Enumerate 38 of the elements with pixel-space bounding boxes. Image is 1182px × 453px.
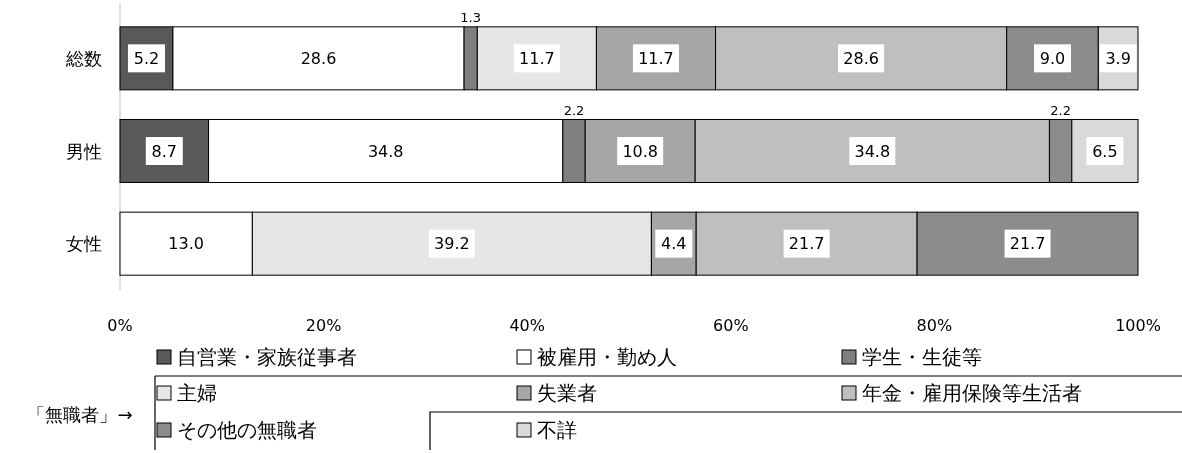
data-label: 21.7	[1009, 234, 1046, 254]
text: 「無職者」→	[27, 403, 133, 425]
data-label: 34.8	[854, 141, 891, 161]
data-label: 13.0	[168, 234, 204, 254]
data-label: 39.2	[434, 234, 470, 254]
data-label: 3.9	[1105, 48, 1131, 68]
data-label: 34.8	[367, 141, 404, 161]
data-label: 11.7	[519, 48, 555, 68]
y-tick-label: 女性	[66, 233, 102, 255]
legend-label: その他の無職者	[177, 418, 317, 442]
data-label: 10.8	[622, 141, 659, 161]
data-label: 8.7	[151, 141, 178, 161]
x-tick-label: 40%	[509, 315, 545, 335]
y-tick-label: 男性	[66, 140, 102, 162]
data-label: 28.6	[843, 48, 879, 68]
legend-label: 不詳	[537, 418, 577, 442]
data-label: 5.2	[133, 48, 160, 68]
x-tick-label: 80%	[916, 315, 953, 335]
data-label: 4.4	[661, 234, 687, 254]
legend-label: 年金・雇用保険等生活者	[862, 381, 1082, 405]
data-label: 28.6	[300, 48, 337, 68]
data-label: 6.5	[1092, 141, 1118, 161]
x-tick-label: 0%	[107, 315, 133, 335]
data-label: 2.2	[563, 102, 585, 118]
legend-label: 被雇用・勤め人	[537, 345, 677, 369]
x-tick-label: 100%	[1115, 315, 1161, 335]
data-label: 11.7	[638, 48, 674, 68]
legend-label: 失業者	[537, 381, 597, 405]
legend-label: 自営業・家族従事者	[177, 345, 357, 369]
x-tick-label: 20%	[305, 315, 342, 335]
data-label: 21.7	[788, 234, 825, 254]
legend-label: 学生・生徒等	[862, 345, 982, 369]
legend-label: 主婦	[177, 381, 217, 405]
data-label: 1.3	[460, 10, 482, 26]
data-label: 9.0	[1039, 48, 1066, 68]
y-tick-label: 総数	[65, 47, 102, 69]
data-label: 2.2	[1050, 102, 1071, 118]
x-tick-label: 60%	[713, 315, 749, 335]
